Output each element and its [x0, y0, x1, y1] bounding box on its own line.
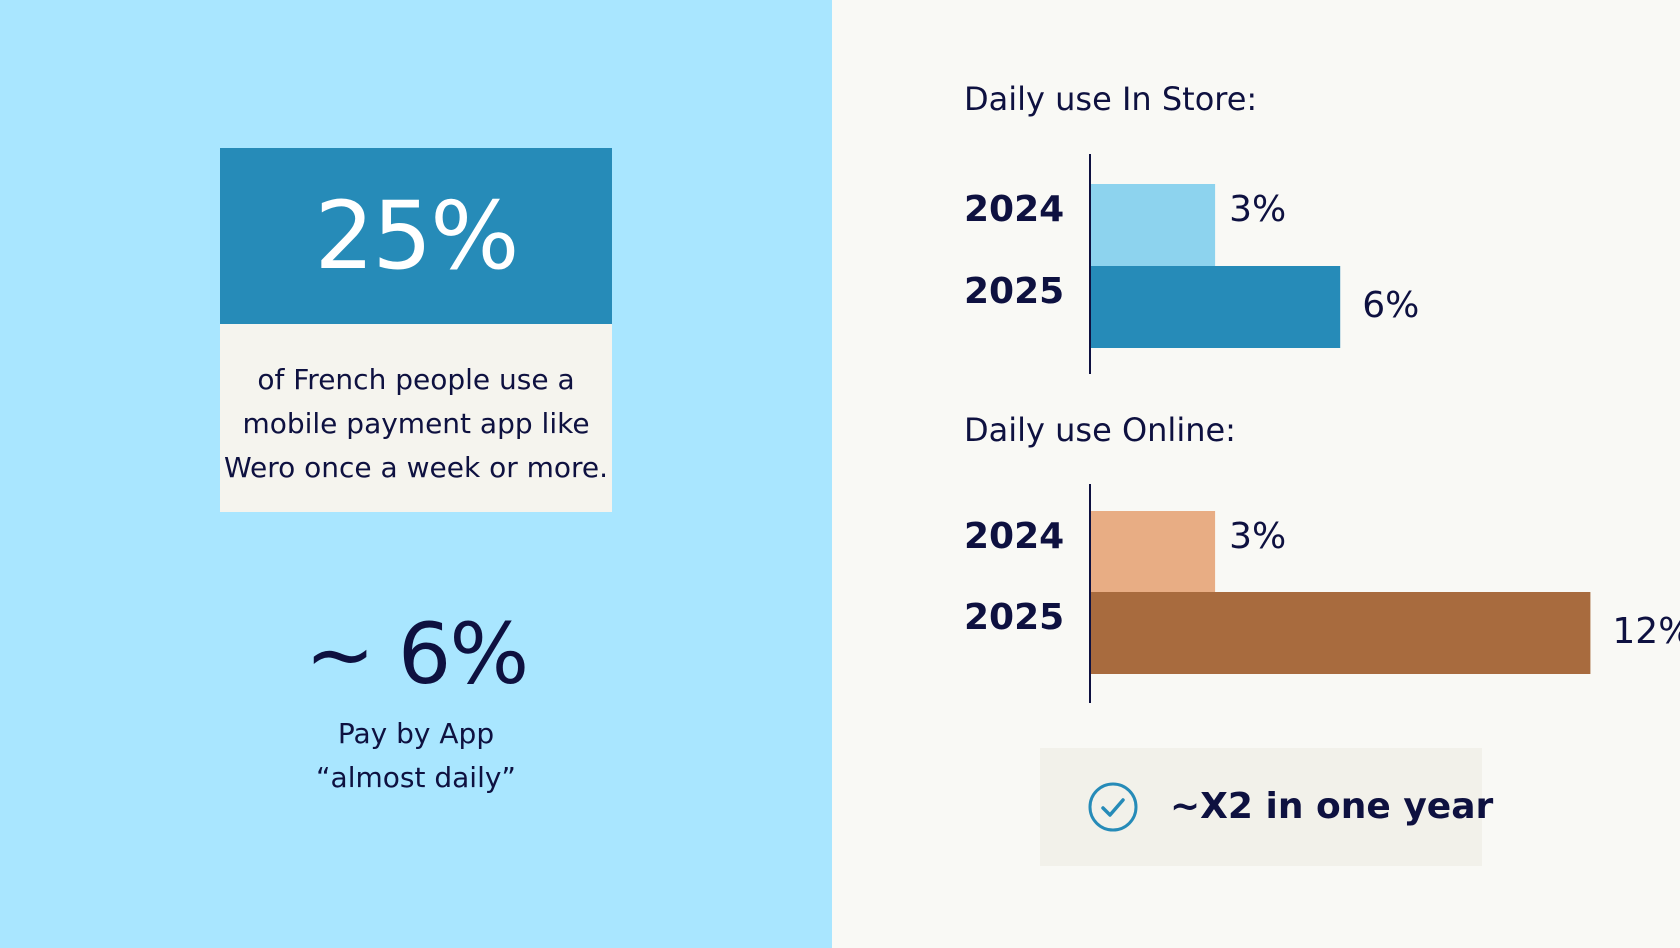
secondary-stat: ~ 6% Pay by App “almost daily”: [220, 604, 612, 800]
data-label: 6%: [1362, 285, 1419, 326]
callout-text: ~X2 in one year: [1170, 786, 1494, 827]
secondary-stat-caption: Pay by App “almost daily”: [316, 717, 516, 794]
left-panel: 25% of French people use a mobile paymen…: [0, 0, 832, 948]
check-circle-icon: [1088, 782, 1138, 832]
category-label: 2025: [964, 271, 1064, 312]
stat-description: of French people use a mobile payment ap…: [223, 363, 609, 484]
callout-box: ~X2 in one year: [1040, 748, 1493, 866]
stat-value: 25%: [314, 181, 520, 291]
stat-card: 25% of French people use a mobile paymen…: [220, 148, 612, 512]
charts-area: Daily use In Store:2024 3%2025 6%Daily use…: [964, 80, 1680, 703]
chart-title: Daily use In Store:: [964, 80, 1257, 118]
category-label: 2024: [964, 516, 1064, 557]
data-label: 3%: [1229, 516, 1286, 557]
category-label: 2024: [964, 189, 1064, 230]
bar: [1090, 511, 1216, 593]
data-label: 3%: [1229, 189, 1286, 230]
chart-1: Daily use In Store: 2024 3% 2025 6%: [964, 80, 1419, 374]
stat-card-header: 25%: [220, 148, 612, 324]
bar: [1090, 266, 1341, 348]
category-label: 2025: [964, 597, 1064, 638]
secondary-stat-value: ~ 6%: [304, 605, 529, 703]
bar: [1090, 592, 1591, 674]
data-label: 12%: [1612, 611, 1680, 652]
chart-title: Daily use Online:: [964, 411, 1236, 449]
bar: [1090, 184, 1216, 266]
chart-2: Daily use Online: 2024 3% 2025 12%: [964, 411, 1680, 703]
